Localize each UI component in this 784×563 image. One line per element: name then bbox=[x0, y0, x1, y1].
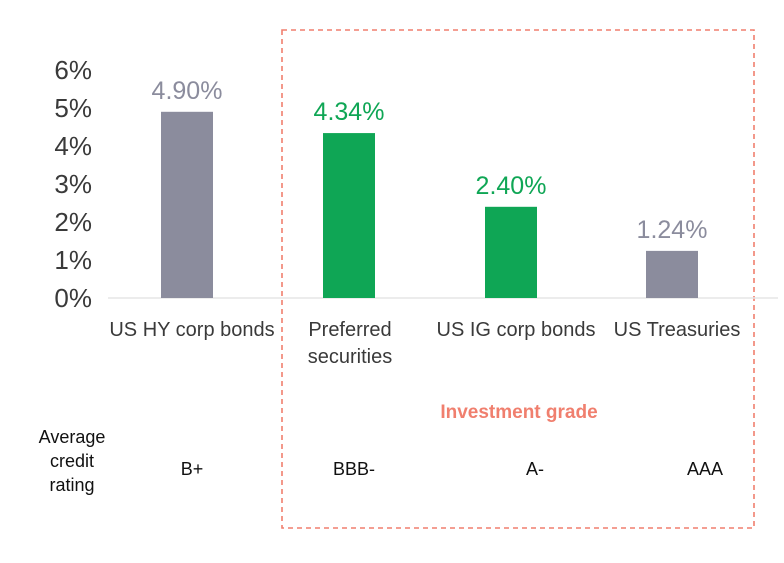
rating-header-line: credit bbox=[50, 451, 94, 471]
investment-grade-box bbox=[281, 29, 755, 529]
data-label: 1.24% bbox=[637, 216, 708, 244]
data-label: 2.40% bbox=[476, 172, 547, 200]
bar bbox=[323, 133, 375, 298]
bars bbox=[161, 111, 698, 298]
category-label: Preferred bbox=[308, 319, 391, 341]
y-tick-label: 5% bbox=[54, 93, 92, 123]
category-label: securities bbox=[308, 346, 392, 368]
y-tick-label: 1% bbox=[54, 245, 92, 275]
bar bbox=[161, 111, 213, 298]
y-tick-label: 2% bbox=[54, 207, 92, 237]
credit-rating: BBB- bbox=[333, 459, 375, 479]
y-axis-ticks: 0% 1% 2% 3% 4% 5% 6% bbox=[54, 55, 92, 313]
rating-header: Average credit rating bbox=[39, 427, 106, 495]
bar bbox=[646, 250, 698, 298]
credit-rating: B+ bbox=[181, 459, 204, 479]
credit-rating: A- bbox=[526, 459, 544, 479]
ratings: B+ BBB- A- AAA bbox=[181, 459, 723, 479]
investment-grade-label: Investment grade bbox=[440, 402, 597, 423]
category-label: US HY corp bonds bbox=[109, 319, 274, 341]
data-label: 4.34% bbox=[314, 98, 385, 126]
data-label: 4.90% bbox=[152, 77, 223, 105]
category-label: US Treasuries bbox=[614, 319, 741, 341]
rating-header-line: rating bbox=[49, 475, 94, 495]
y-tick-label: 6% bbox=[54, 55, 92, 85]
rating-header-line: Average bbox=[39, 427, 106, 447]
bar bbox=[485, 206, 537, 298]
data-labels: 4.90% 4.34% 2.40% 1.24% bbox=[152, 77, 708, 244]
category-label: US IG corp bonds bbox=[437, 319, 596, 341]
y-tick-label: 4% bbox=[54, 131, 92, 161]
y-tick-label: 0% bbox=[54, 283, 92, 313]
y-tick-label: 3% bbox=[54, 169, 92, 199]
category-labels: US HY corp bonds Preferred securities US IG… bbox=[109, 319, 740, 368]
credit-rating: AAA bbox=[687, 459, 723, 479]
